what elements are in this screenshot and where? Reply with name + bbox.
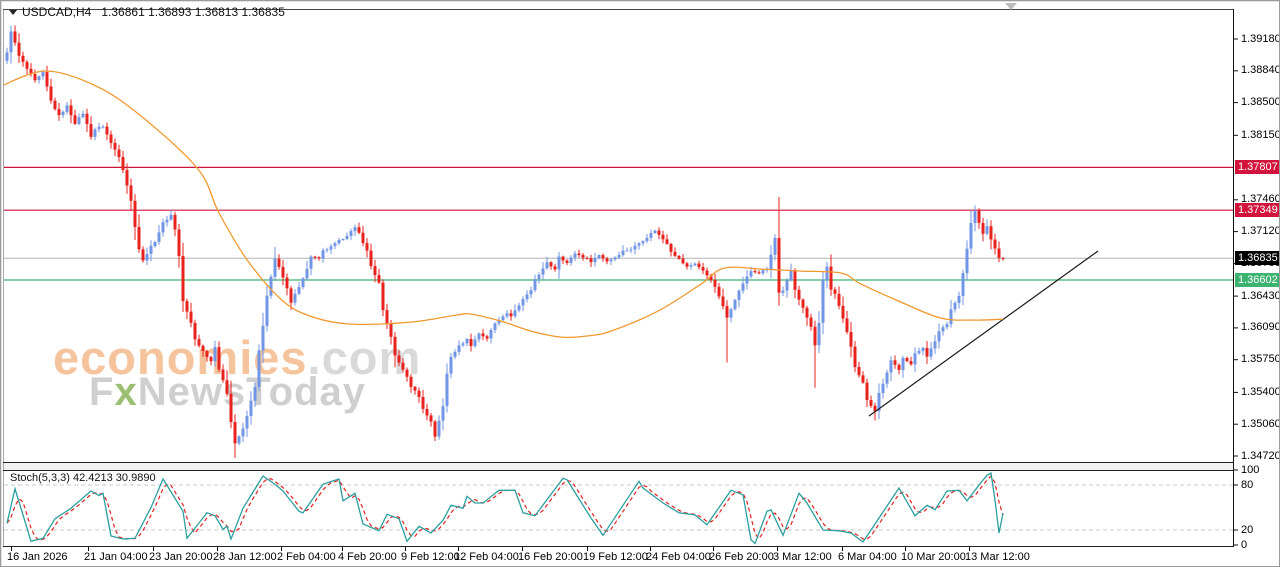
time-axis-label: 13 Mar 12:00 xyxy=(965,551,1030,563)
stoch-k-line xyxy=(6,471,1004,545)
time-axis-label: 4 Feb 20:00 xyxy=(338,551,397,563)
price-tick-label: 1.38500 xyxy=(1241,96,1280,109)
pane-splitter[interactable] xyxy=(1,463,1233,470)
price-tick-label: 1.35400 xyxy=(1241,385,1280,398)
price-tick-label: 1.37120 xyxy=(1241,225,1280,238)
price-tick-label: 1.35060 xyxy=(1241,417,1280,430)
plot-frame xyxy=(3,9,1234,547)
axis-ticks xyxy=(11,38,1238,551)
symbol-dropdown-icon[interactable] xyxy=(9,10,17,16)
watermark-tagline-x: x xyxy=(114,370,138,414)
price-tick-label: 1.36090 xyxy=(1241,321,1280,334)
resistance-1-badge: 1.37807 xyxy=(1235,160,1279,175)
time-axis-label: 3 Mar 12:00 xyxy=(773,551,832,563)
time-axis-label: 24 Feb 04:00 xyxy=(646,551,711,563)
ascending-trendline[interactable] xyxy=(868,250,1099,417)
time-axis-label: 2 Feb 04:00 xyxy=(277,551,336,563)
chart-shift-marker-icon[interactable] xyxy=(1005,3,1017,10)
candlesticks xyxy=(5,25,1005,458)
stoch-axis-label: 100 xyxy=(1241,463,1260,476)
time-axis-label: 6 Mar 04:00 xyxy=(838,551,897,563)
time-axis-label: 26 Feb 20:00 xyxy=(709,551,774,563)
price-tick-label: 1.37460 xyxy=(1241,193,1280,206)
symbol-timeframe-label: USDCAD,H4 xyxy=(22,5,92,19)
time-axis-label: 16 Jan 2026 xyxy=(7,551,68,563)
time-axis-label: 28 Jan 12:00 xyxy=(213,551,277,563)
watermark-tagline-f: F xyxy=(89,370,115,414)
watermark-brand-suffix: .com xyxy=(307,331,422,384)
support-badge: 1.36602 xyxy=(1235,273,1279,288)
price-tick-label: 1.34720 xyxy=(1241,449,1280,462)
price-tick-label: 1.38150 xyxy=(1241,128,1280,141)
current-price-badge: 1.36835 xyxy=(1235,251,1279,266)
time-axis-label: 19 Feb 12:00 xyxy=(583,551,648,563)
stoch-axis-label: 80 xyxy=(1241,478,1254,491)
price-tick-label: 1.39180 xyxy=(1241,32,1280,45)
time-axis-label: 9 Feb 12:00 xyxy=(401,551,460,563)
time-axis-label: 23 Jan 20:00 xyxy=(149,551,213,563)
stoch-d-line xyxy=(6,475,1004,541)
price-tick-label: 1.36430 xyxy=(1241,289,1280,302)
time-axis-label: 12 Feb 04:00 xyxy=(454,551,519,563)
time-axis-label: 21 Jan 04:00 xyxy=(84,551,148,563)
ohlc-quote-label: 1.36861 1.36893 1.36813 1.36835 xyxy=(101,5,285,19)
price-tick-label: 1.38840 xyxy=(1241,64,1280,77)
price-tick-label: 1.35750 xyxy=(1241,353,1280,366)
stoch-axis-label: 20 xyxy=(1241,523,1254,536)
chart-legend: USDCAD,H4 1.36861 1.36893 1.36813 1.36835 xyxy=(8,5,285,19)
stochastic-label: Stoch(5,3,3) 42.4213 30.9890 xyxy=(10,472,156,484)
time-axis-label: 10 Mar 20:00 xyxy=(901,551,966,563)
stochastic-pane[interactable] xyxy=(4,471,1233,545)
time-axis-label: 16 Feb 20:00 xyxy=(518,551,583,563)
moving-average-line[interactable] xyxy=(1,70,1004,339)
stoch-axis-label: 0 xyxy=(1241,538,1248,551)
price-pane[interactable] xyxy=(1,25,1233,458)
resistance-2-badge: 1.37349 xyxy=(1235,203,1279,218)
